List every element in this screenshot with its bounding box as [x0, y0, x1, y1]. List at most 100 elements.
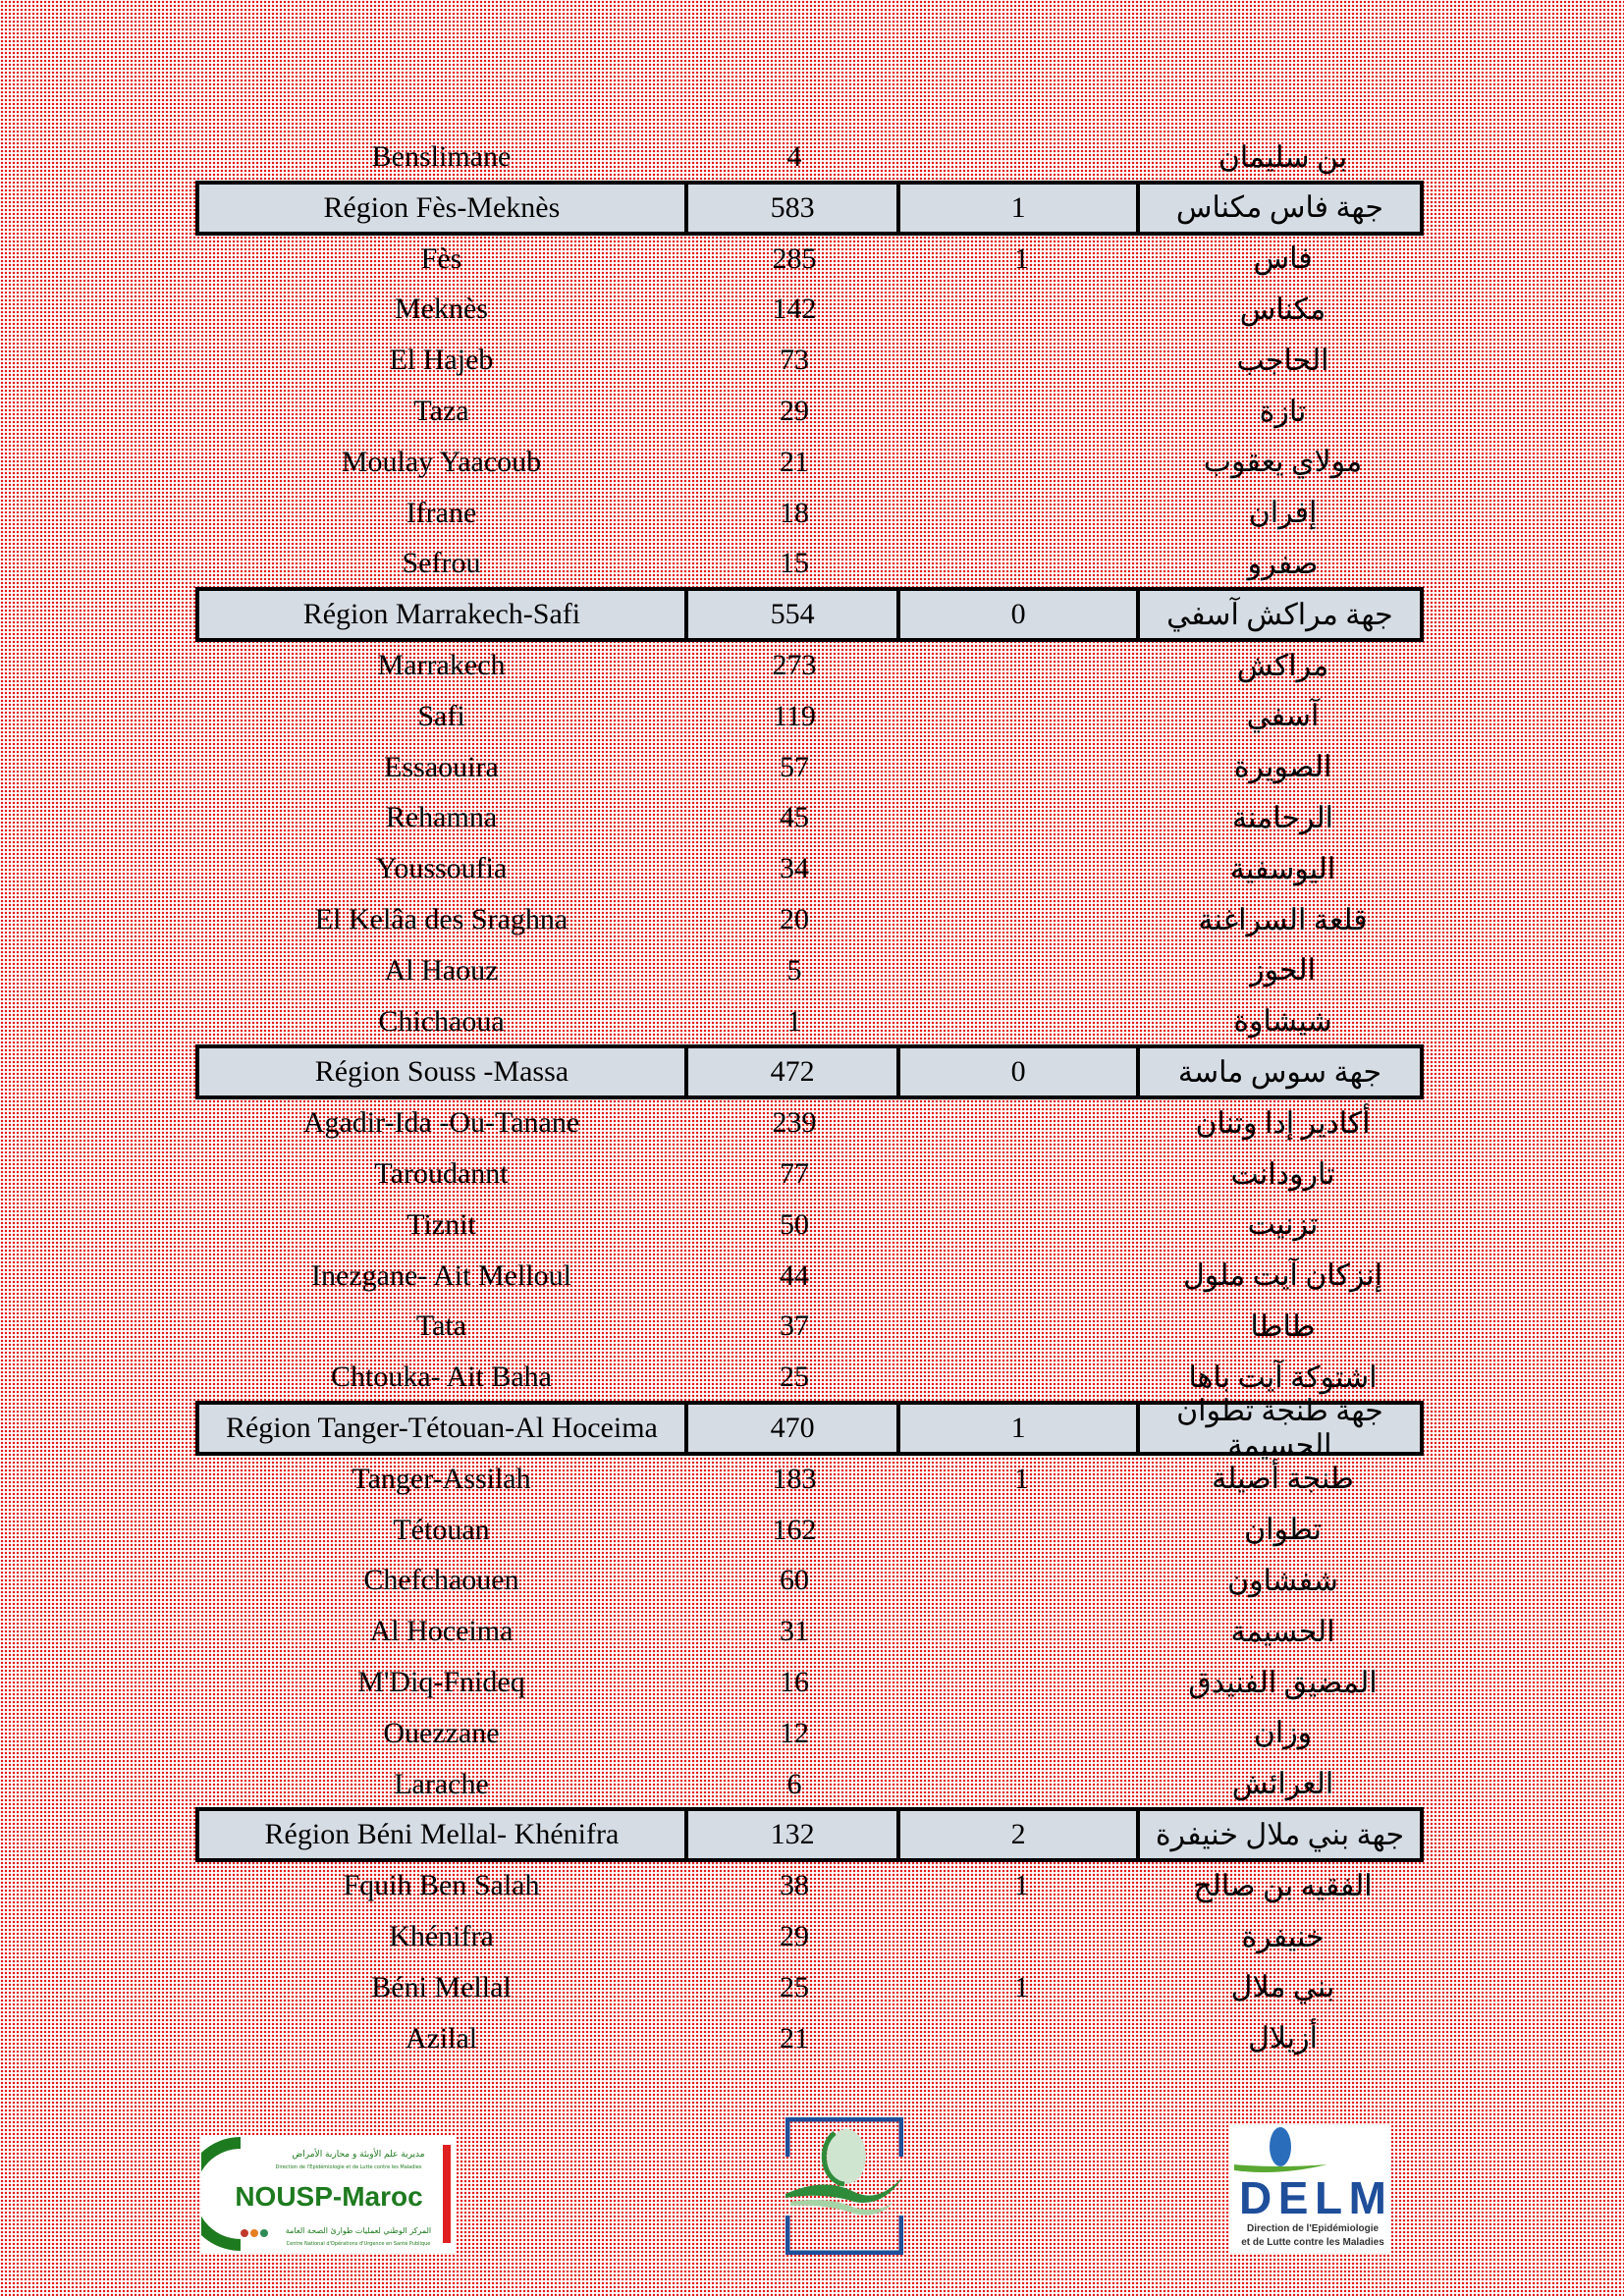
- region-header-row: Région Béni Mellal- Khénifra 132 2 جهة بني …: [195, 1807, 1424, 1863]
- name-fr: Agadir-Ida -Ou-Tanane: [302, 1106, 580, 1140]
- province-row: Marrakech 273 مراكش: [195, 640, 1424, 691]
- province-row: Ifrane 18 إفران: [195, 488, 1424, 539]
- province-row: Chefchaouen 60 شفشاون: [195, 1555, 1424, 1606]
- name-ar: وزان: [1253, 1717, 1313, 1750]
- name-ar: طنجة أصيلة: [1212, 1463, 1354, 1496]
- name-ar: شيشاوة: [1233, 1005, 1332, 1039]
- province-row: Safi 119 آسفي: [195, 691, 1424, 742]
- name-fr: Ifrane: [406, 496, 477, 529]
- name-ar: العرائش: [1231, 1768, 1334, 1801]
- name-ar: آسفي: [1246, 700, 1320, 733]
- province-row: Fquih Ben Salah 38 1 الفقيه بن صالح: [195, 1860, 1424, 1911]
- name-ar: أزيلال: [1248, 2022, 1318, 2056]
- name-fr: Chefchaouen: [363, 1564, 519, 1597]
- name-fr: Région Béni Mellal- Khénifra: [199, 1811, 688, 1859]
- name-fr: Safi: [417, 699, 465, 732]
- name-ar: جهة سوس ماسة: [1177, 1055, 1382, 1089]
- name-fr: Azilal: [405, 2021, 478, 2055]
- delm-subtitle-1: Direction de l'Epidémiologie: [1247, 2223, 1380, 2234]
- province-row: Taza 29 تازة: [195, 386, 1424, 437]
- name-ar: فاس: [1253, 242, 1313, 276]
- name-fr: Moulay Yaacoub: [341, 445, 542, 478]
- cases-count: 142: [772, 293, 817, 326]
- name-fr: Benslimane: [371, 140, 512, 173]
- name-ar: الحسيمة: [1230, 1615, 1335, 1648]
- province-row: Inezgane- Ait Melloul 44 إنزكان آيت ملول: [195, 1251, 1424, 1302]
- region-header-row: Région Souss -Massa 472 0 جهة سوس ماسة: [195, 1044, 1424, 1100]
- cases-count: 1: [786, 1004, 802, 1038]
- name-ar: إفران: [1248, 497, 1318, 530]
- cases-count: 554: [688, 591, 901, 639]
- province-row: El Kelâa des Sraghna 20 قلعة السراغنة: [195, 894, 1424, 945]
- name-ar: تزنيت: [1247, 1208, 1319, 1242]
- province-row: Sefrou 15 صفرو: [195, 538, 1424, 589]
- name-ar: الفقيه بن صالح: [1193, 1869, 1373, 1902]
- nousp-ar-top: مديرية علم الأوبئة و محاربة الأمراض: [292, 2148, 424, 2160]
- province-row: Ouezzane 12 وزان: [195, 1708, 1424, 1759]
- name-fr: Youssoufia: [375, 852, 508, 885]
- cases-count: 34: [780, 852, 809, 885]
- nousp-title: NOUSP-Maroc: [235, 2181, 422, 2212]
- name-ar: تارودانت: [1230, 1157, 1335, 1191]
- name-ar: بن سليمان: [1218, 140, 1348, 174]
- cases-count: 285: [772, 241, 817, 275]
- province-row: Chichaoua 1 شيشاوة: [195, 996, 1424, 1047]
- name-ar: جهة مراكش آسفي: [1166, 598, 1393, 631]
- name-ar: الحوز: [1250, 954, 1316, 988]
- cases-count: 5: [786, 953, 802, 987]
- deaths-count: 1: [1014, 241, 1029, 275]
- name-fr: Meknès: [395, 293, 488, 326]
- name-ar: الصويرة: [1233, 751, 1332, 784]
- cases-count: 29: [780, 1920, 809, 1952]
- name-fr: Fquih Ben Salah: [343, 1869, 540, 1902]
- nousp-maroc-logo: مديرية علم الأوبئة و محاربة الأمراض Dire…: [184, 2135, 457, 2253]
- cases-count: 18: [780, 496, 809, 529]
- name-fr: Chtouka- Ait Baha: [331, 1361, 552, 1394]
- ministry-emblem-logo: [785, 2116, 904, 2256]
- nousp-ar-bottom: المركز الوطني لعمليات طوارئ الصحة العامة: [286, 2226, 431, 2235]
- region-header-row: Région Marrakech-Safi 554 0 جهة مراكش آسفي: [195, 587, 1424, 643]
- province-row: Taroudannt 77 تارودانت: [195, 1148, 1424, 1200]
- province-row: Khénifra 29 خنيفرة: [195, 1911, 1424, 1962]
- province-row: Tanger-Assilah 183 1 طنجة أصيلة: [195, 1454, 1424, 1505]
- name-ar: بني ملال: [1230, 1971, 1335, 2004]
- name-fr: Al Haouz: [384, 953, 499, 987]
- name-ar: مولاي يعقوب: [1203, 446, 1363, 479]
- region-header-row: Région Fès-Meknès 583 1 جهة فاس مكناس: [195, 180, 1424, 236]
- cases-count: 25: [780, 1970, 809, 2003]
- name-ar: مراكش: [1236, 649, 1329, 682]
- name-ar: صفرو: [1247, 547, 1319, 580]
- province-row: Meknès 142 مكناس: [195, 284, 1424, 335]
- name-fr: Région Marrakech-Safi: [199, 591, 688, 639]
- name-fr: Rehamna: [385, 801, 498, 834]
- province-row: Béni Mellal 25 1 بني ملال: [195, 1962, 1424, 2013]
- cases-count: 44: [780, 1258, 809, 1292]
- name-ar: الحاجب: [1236, 344, 1329, 377]
- name-fr: Tétouan: [393, 1513, 490, 1546]
- name-fr: Taza: [413, 395, 469, 427]
- deaths-count: 1: [1014, 1970, 1029, 2003]
- name-ar: جهة طنجة تطوان الحسيمة: [1176, 1395, 1383, 1462]
- province-row: Chtouka- Ait Baha 25 اشتوكة آيت باها: [195, 1352, 1424, 1403]
- name-fr: El Hajeb: [389, 344, 494, 377]
- name-fr: Tata: [415, 1309, 467, 1343]
- cases-count: 15: [780, 547, 809, 580]
- cases-count: 73: [780, 344, 809, 377]
- name-fr: Région Souss -Massa: [199, 1048, 688, 1096]
- cases-count: 132: [688, 1811, 901, 1859]
- cases-count: 38: [780, 1869, 809, 1902]
- cases-count: 119: [773, 699, 816, 732]
- name-fr: El Kelâa des Sraghna: [314, 903, 568, 935]
- deaths-count: 1: [900, 184, 1140, 232]
- province-row: Essaouira 57 الصويرة: [195, 742, 1424, 793]
- cases-count: 25: [780, 1361, 809, 1394]
- province-row: Youssoufia 34 اليوسفية: [195, 843, 1424, 894]
- name-ar: طاطا: [1250, 1309, 1316, 1343]
- name-fr: Inezgane- Ait Melloul: [311, 1258, 571, 1292]
- cases-count: 31: [780, 1615, 809, 1648]
- province-row: Tiznit 50 تزنيت: [195, 1200, 1424, 1251]
- cases-count: 6: [786, 1767, 802, 1800]
- name-fr: M'Diq-Fnideq: [357, 1666, 525, 1698]
- deaths-count: 1: [1014, 1462, 1029, 1495]
- province-row: Moulay Yaacoub 21 مولاي يعقوب: [195, 437, 1424, 488]
